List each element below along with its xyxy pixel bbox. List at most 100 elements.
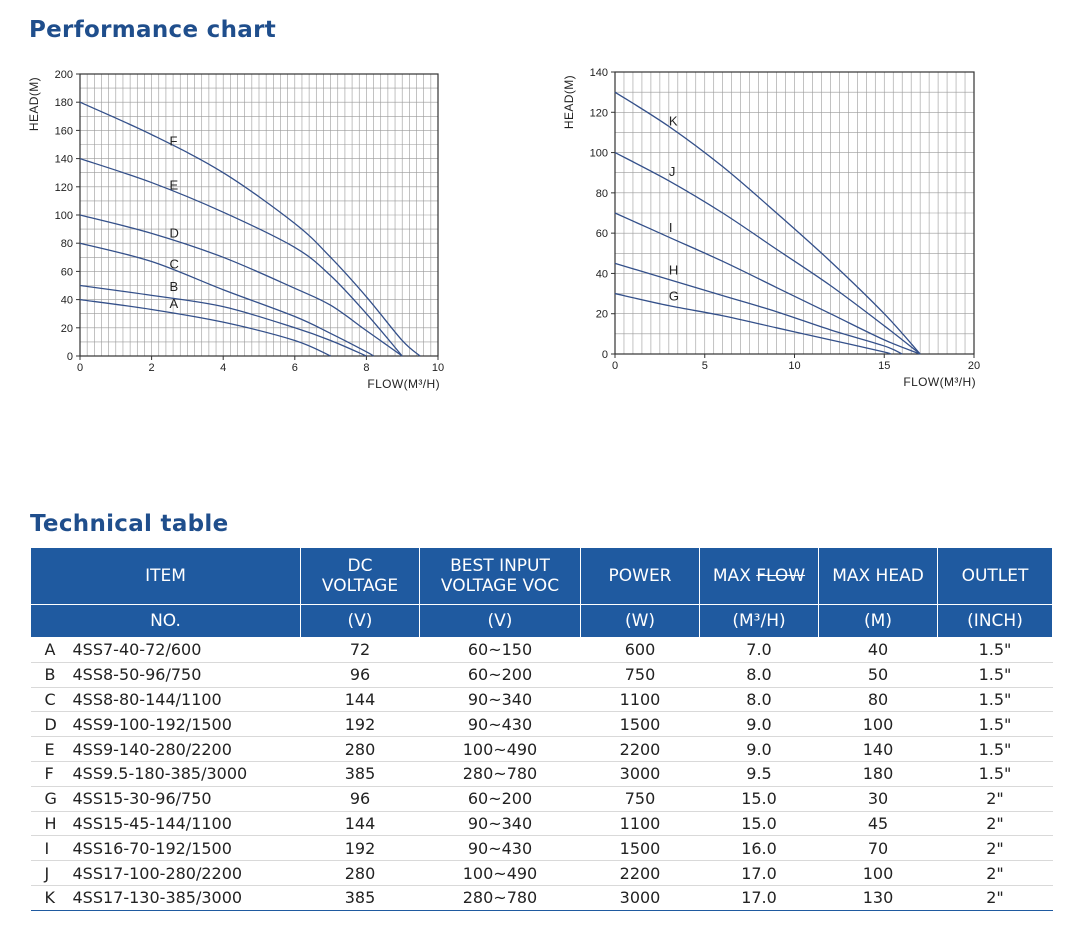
chart-grid xyxy=(615,72,974,354)
table-cell-outlet: 1.5" xyxy=(937,736,1053,762)
table-cell-dc-voltage: 144 xyxy=(300,811,420,837)
table-cell-max-head: 30 xyxy=(818,786,938,812)
item-cell: E 4SS9-140-280/2200 xyxy=(30,736,301,762)
table-cell-outlet: 1.5" xyxy=(937,761,1053,787)
table-cell-power: 600 xyxy=(580,637,700,663)
table-unit-cell: NO. xyxy=(30,604,301,638)
header-text-struck: FLOW xyxy=(756,566,806,586)
x-tick-label: 4 xyxy=(220,362,226,374)
curve-label-I: I xyxy=(669,220,673,235)
y-tick-label: 0 xyxy=(602,349,608,361)
item-cell: A 4SS7-40-72/600 xyxy=(30,637,301,663)
table-cell-max-flow: 8.0 xyxy=(699,662,819,688)
table-cell-max-head: 140 xyxy=(818,736,938,762)
table-cell-outlet: 2" xyxy=(937,885,1053,911)
curve-label-D: D xyxy=(170,225,179,240)
performance-chart-right: 0 5 10 15 20 0 20 40 60 80 100 120 140 FLOW(M³/H) HEAD… xyxy=(562,67,980,389)
item-letter: A xyxy=(44,640,56,660)
table-header-cell: MAX FLOW xyxy=(699,547,819,605)
curve-label-B: B xyxy=(170,279,179,294)
item-letter: K xyxy=(44,888,56,908)
item-model: 4SS16-70-192/1500 xyxy=(72,838,232,858)
item-model: 4SS8-50-96/750 xyxy=(72,665,202,685)
x-tick-label: 6 xyxy=(292,362,298,374)
table-cell-dc-voltage: 192 xyxy=(300,835,420,862)
table-cell-max-head: 100 xyxy=(818,860,938,886)
item-letter: C xyxy=(44,689,56,709)
table-cell-voc: 90~340 xyxy=(419,811,581,837)
table-cell-power: 3000 xyxy=(580,761,700,787)
table-cell-outlet: 2" xyxy=(937,860,1053,886)
curve-I xyxy=(614,212,921,355)
table-cell-dc-voltage: 192 xyxy=(300,711,420,738)
table-cell-outlet: 2" xyxy=(937,835,1053,862)
x-axis-label: FLOW(M³/H) xyxy=(903,375,976,389)
table-row: F 4SS9.5-180-385/3000 385 280~780 3000 9.5 180… xyxy=(30,761,1053,787)
curve-label-J: J xyxy=(669,164,676,179)
item-model: 4SS8-80-144/1100 xyxy=(72,689,222,709)
curve-H xyxy=(614,262,903,355)
curve-label-A: A xyxy=(170,296,179,311)
table-cell-max-head: 45 xyxy=(818,811,938,837)
table-unit-cell: (V) xyxy=(419,604,581,638)
item-model: 4SS15-30-96/750 xyxy=(72,789,212,809)
table-row: A 4SS7-40-72/600 72 60~150 600 7.0 40 1.5" xyxy=(30,637,1053,663)
item-model: 4SS9-140-280/2200 xyxy=(72,739,232,759)
table-cell-max-head: 80 xyxy=(818,687,938,713)
table-unit-row: NO. (V) (V) (W) (M³/H) (M) (INCH) xyxy=(30,604,1053,638)
technical-table-title: Technical table xyxy=(30,511,229,537)
item-model: 4SS17-130-385/3000 xyxy=(72,888,243,908)
item-cell: J 4SS17-100-280/2200 xyxy=(30,860,301,886)
table-row: G 4SS15-30-96/750 96 60~200 750 15.0 30 2" xyxy=(30,786,1053,812)
curve-label-K: K xyxy=(669,113,678,128)
y-tick-label: 60 xyxy=(596,228,608,240)
item-letter: I xyxy=(44,838,50,858)
y-axis-label: HEAD(M) xyxy=(562,75,576,129)
table-cell-dc-voltage: 144 xyxy=(300,687,420,713)
table-cell-power: 1500 xyxy=(580,711,700,738)
table-cell-max-flow: 15.0 xyxy=(699,811,819,837)
curve-label-H: H xyxy=(669,262,678,277)
y-tick-label: 140 xyxy=(55,154,73,166)
y-tick-label: 40 xyxy=(596,268,608,280)
table-cell-dc-voltage: 96 xyxy=(300,786,420,812)
curve-label-G: G xyxy=(669,289,679,304)
table-cell-power: 750 xyxy=(580,662,700,688)
table-cell-voc: 280~780 xyxy=(419,885,581,911)
table-header-cell: POWER xyxy=(580,547,700,605)
x-axis-label: FLOW(M³/H) xyxy=(367,377,440,391)
x-tick-label: 10 xyxy=(432,362,444,374)
curve-J xyxy=(614,151,921,355)
table-cell-max-head: 50 xyxy=(818,662,938,688)
table-cell-max-flow: 17.0 xyxy=(699,860,819,886)
x-tick-label: 5 xyxy=(702,360,708,372)
y-tick-label: 100 xyxy=(55,210,73,222)
y-axis-label: HEAD(M) xyxy=(27,77,41,131)
item-model: 4SS17-100-280/2200 xyxy=(72,863,243,883)
table-cell-outlet: 1.5" xyxy=(937,711,1053,738)
table-cell-outlet: 1.5" xyxy=(937,637,1053,663)
curve-G xyxy=(614,292,891,355)
table-cell-outlet: 1.5" xyxy=(937,687,1053,713)
curve-F xyxy=(79,101,421,357)
curve-C xyxy=(79,242,374,357)
table-header-cell: DC VOLTAGE xyxy=(300,547,420,605)
item-letter: D xyxy=(44,714,57,734)
item-letter: H xyxy=(44,813,57,833)
table-row: D 4SS9-100-192/1500 192 90~430 1500 9.0 100 1.5… xyxy=(30,711,1053,738)
item-cell: K 4SS17-130-385/3000 xyxy=(30,885,301,911)
table-cell-power: 1100 xyxy=(580,811,700,837)
table-row: C 4SS8-80-144/1100 144 90~340 1100 8.0 80 1.5" xyxy=(30,687,1053,713)
table-cell-max-head: 180 xyxy=(818,761,938,787)
x-tick-label: 2 xyxy=(149,362,155,374)
table-cell-max-flow: 9.0 xyxy=(699,736,819,762)
table-unit-cell: (M) xyxy=(818,604,938,638)
table-header-cell: ITEM xyxy=(30,547,301,605)
y-tick-label: 180 xyxy=(55,97,73,109)
item-cell: D 4SS9-100-192/1500 xyxy=(30,711,301,738)
item-cell: G 4SS15-30-96/750 xyxy=(30,786,301,812)
performance-chart-left: 0 2 4 6 8 10020406080100120140160180200FLOW(M… xyxy=(27,69,444,391)
table-unit-cell: (V) xyxy=(300,604,420,638)
table-cell-voc: 90~430 xyxy=(419,835,581,862)
curve-E xyxy=(79,157,403,357)
